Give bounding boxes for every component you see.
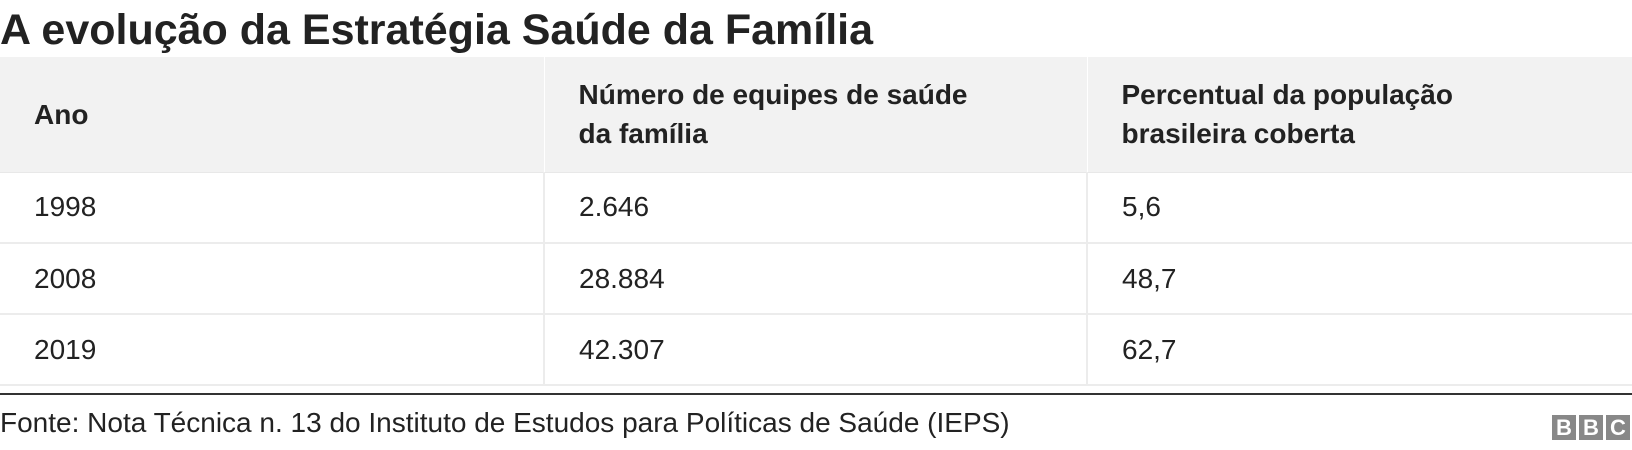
logo-letter: B	[1552, 415, 1576, 440]
table-cell-equipes: 42.307	[544, 314, 1088, 386]
table-header-row: Ano Número de equipes de saúde da famíli…	[0, 57, 1632, 173]
column-header-percentual: Percentual da população brasileira cober…	[1087, 57, 1632, 173]
table-cell-percentual: 62,7	[1087, 314, 1632, 386]
source-note: Fonte: Nota Técnica n. 13 do Instituto d…	[0, 407, 1010, 438]
table-cell-equipes: 28.884	[544, 243, 1088, 315]
table-cell-ano: 2019	[0, 314, 545, 386]
table-cell-percentual: 5,6	[1087, 172, 1632, 244]
logo-letter: C	[1606, 415, 1630, 440]
table-cell-ano: 2008	[0, 243, 545, 315]
bbc-logo-icon: B B C	[1552, 415, 1630, 440]
column-header-ano: Ano	[0, 57, 545, 173]
table-cell-percentual: 48,7	[1087, 243, 1632, 315]
column-header-equipes: Número de equipes de saúde da família	[544, 57, 1088, 173]
footer-divider	[0, 393, 1632, 395]
chart-title: A evolução da Estratégia Saúde da Famíli…	[0, 6, 874, 54]
logo-letter: B	[1579, 415, 1603, 440]
table-cell-ano: 1998	[0, 172, 545, 244]
table-row: 1998 2.646 5,6	[0, 172, 1632, 244]
table-row: 2019 42.307 62,7	[0, 314, 1632, 386]
table-row: 2008 28.884 48,7	[0, 243, 1632, 315]
data-table: Ano Número de equipes de saúde da famíli…	[0, 57, 1632, 386]
table-cell-equipes: 2.646	[544, 172, 1088, 244]
